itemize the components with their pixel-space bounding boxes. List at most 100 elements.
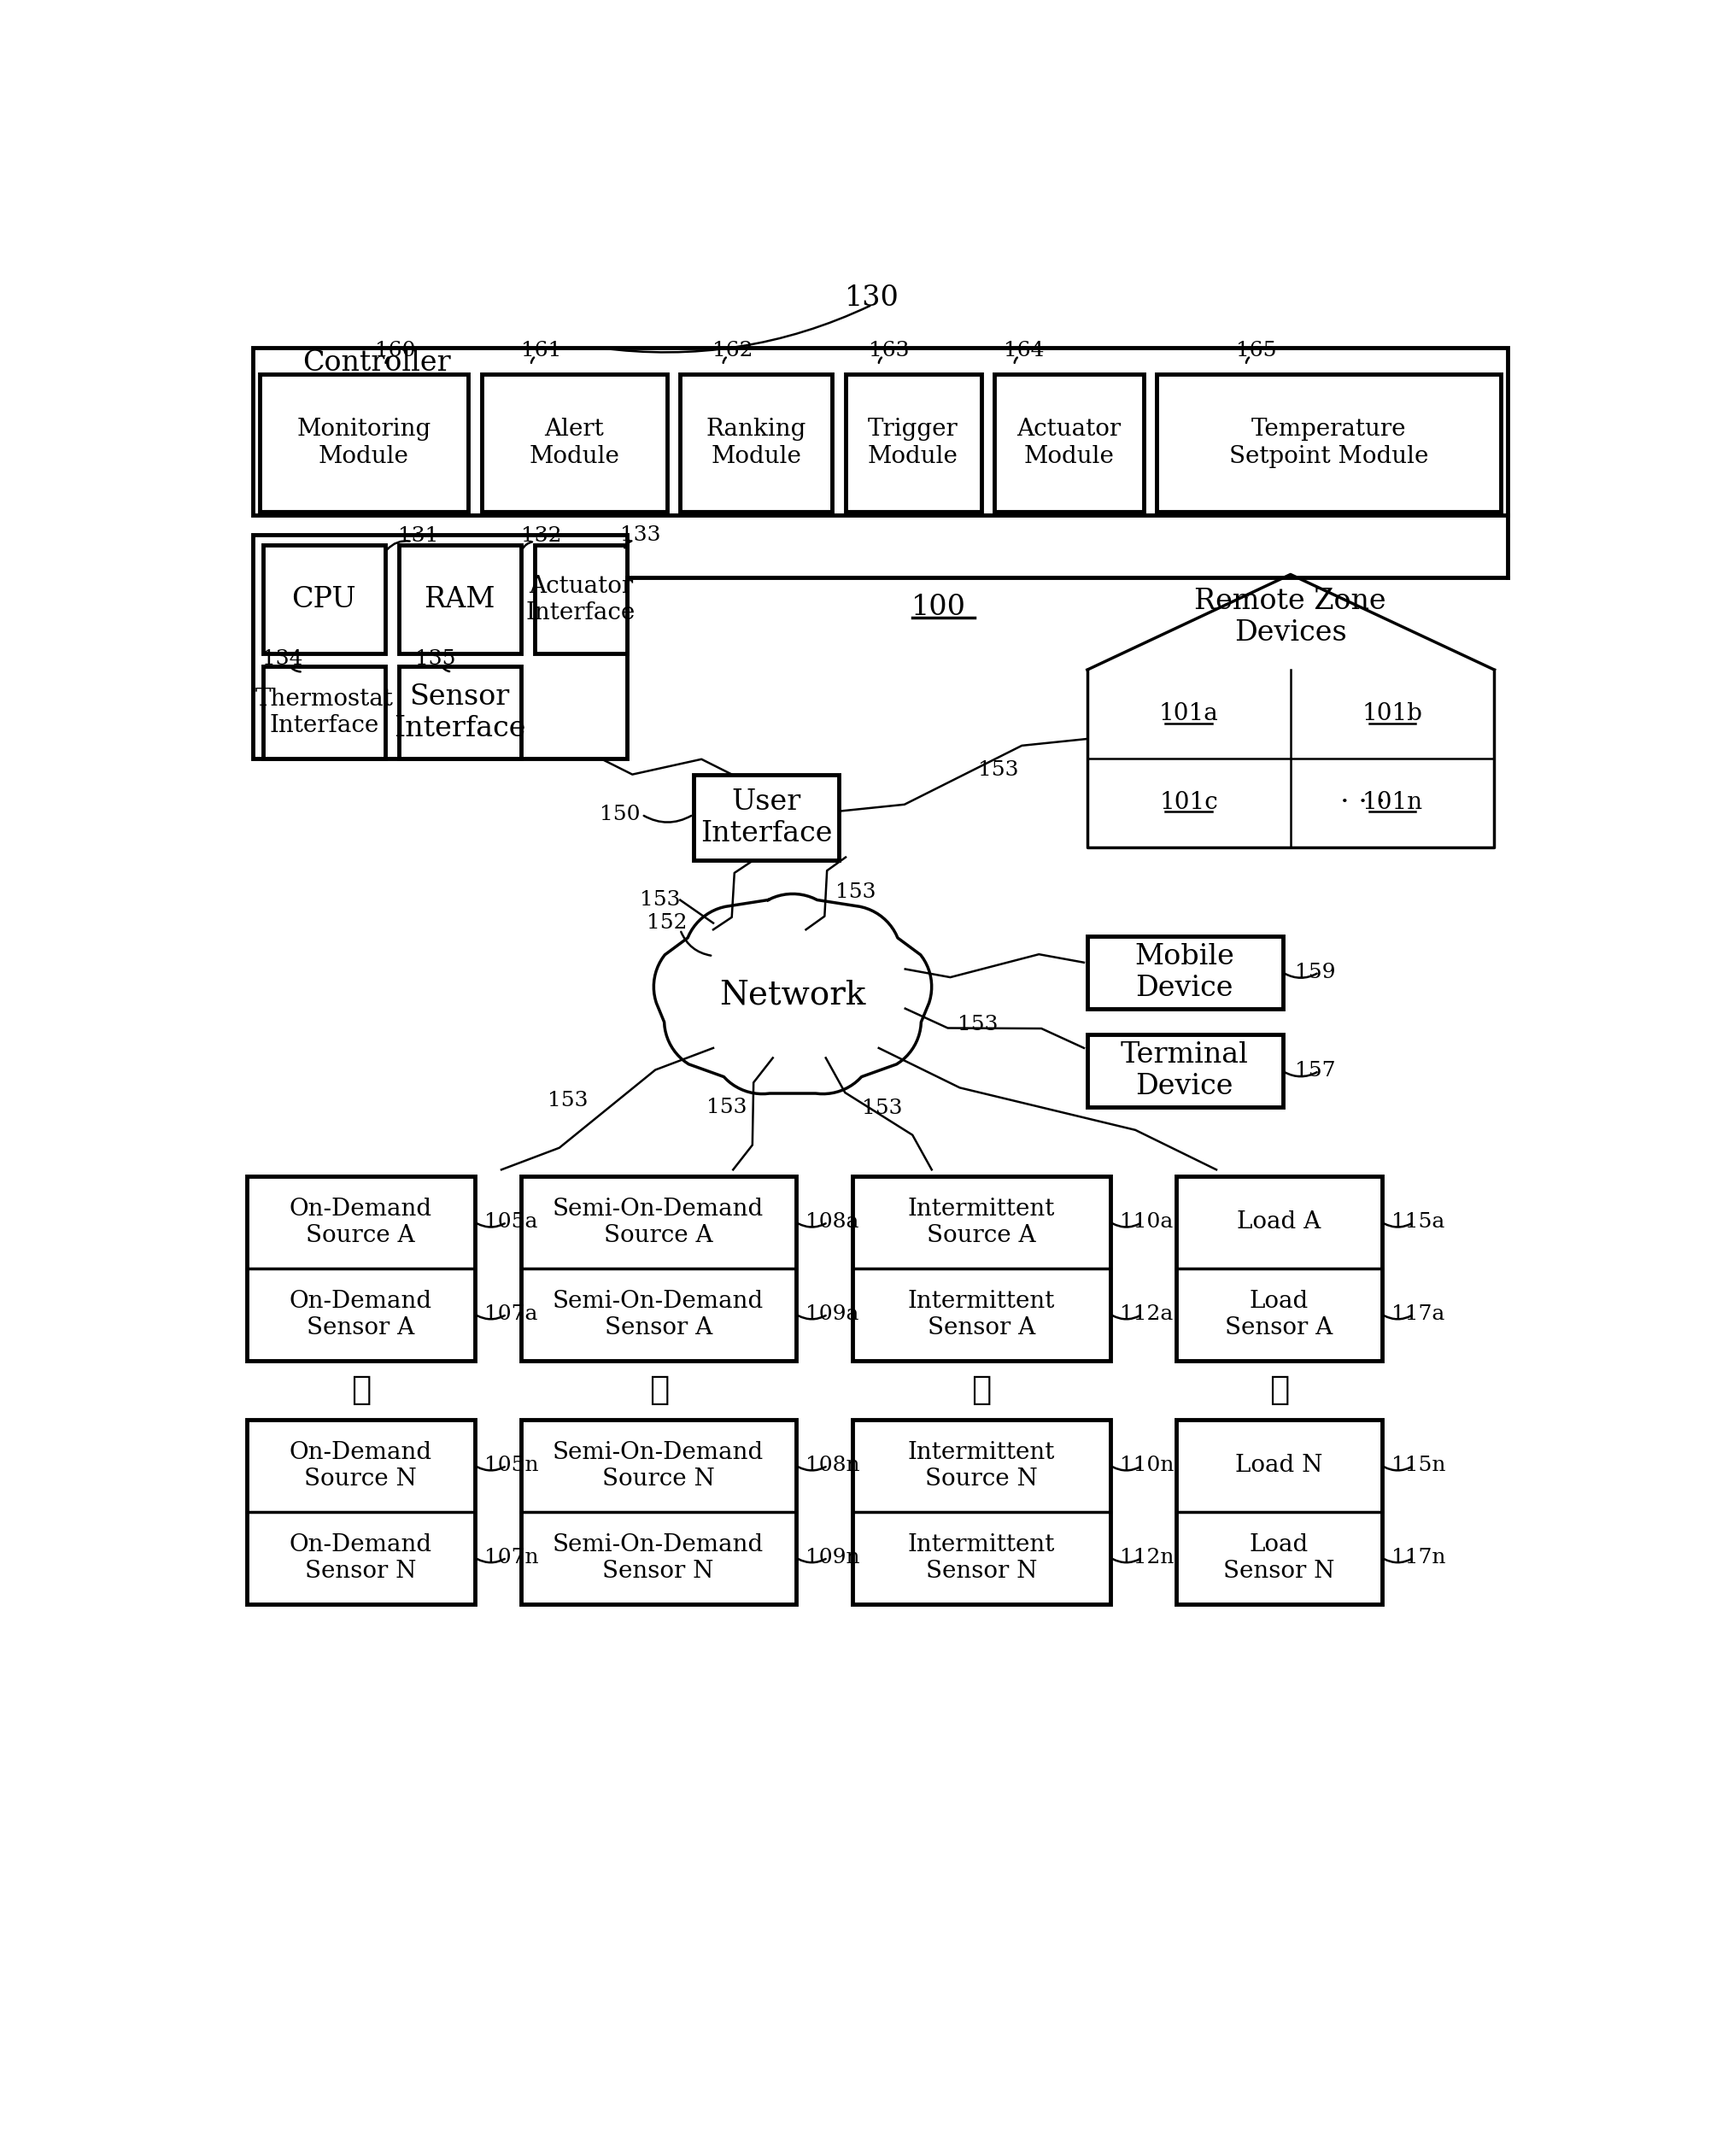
Bar [253,535,628,759]
Bar [534,545,628,653]
Text: Semi-On-Demand
Source A: Semi-On-Demand Source A [553,1197,765,1246]
Bar [264,666,385,759]
Text: CPU: CPU [291,586,355,612]
Text: 107n: 107n [484,1548,539,1567]
Text: 153: 153 [957,1015,999,1035]
Text: 108n: 108n [805,1455,860,1475]
Bar [694,774,839,860]
Text: User
Interface: User Interface [701,789,832,847]
Text: Actuator
Interface: Actuator Interface [525,573,636,625]
Text: 117n: 117n [1391,1548,1446,1567]
Text: 109a: 109a [806,1304,858,1324]
Text: Ranking
Module: Ranking Module [706,418,806,468]
Text: 159: 159 [1295,962,1335,983]
Text: Actuator
Module: Actuator Module [1016,418,1120,468]
Bar [1177,1177,1382,1360]
Text: 157: 157 [1295,1061,1335,1080]
Bar [253,347,1507,515]
Text: 153: 153 [978,761,1018,780]
Text: Load N: Load N [1235,1453,1323,1477]
Text: 153: 153 [836,882,876,901]
Text: Load
Sensor N: Load Sensor N [1224,1533,1335,1583]
Text: Intermittent
Sensor N: Intermittent Sensor N [907,1533,1054,1583]
Bar [246,1177,475,1360]
Text: 153: 153 [862,1100,902,1119]
Text: 153: 153 [640,890,680,910]
Text: ⋮: ⋮ [350,1373,371,1406]
Text: ⋮: ⋮ [1269,1373,1290,1406]
Bar [1087,936,1283,1009]
Text: 152: 152 [647,914,687,934]
Text: 105a: 105a [484,1212,538,1231]
Text: Thermostat
Interface: Thermostat Interface [255,688,394,737]
Bar [260,373,468,511]
Text: RAM: RAM [425,586,496,612]
Text: Monitoring
Module: Monitoring Module [297,418,430,468]
Text: 100: 100 [910,593,966,621]
Text: 150: 150 [600,804,640,824]
Bar [853,1177,1110,1360]
Bar [264,545,385,653]
Text: 115n: 115n [1391,1455,1446,1475]
Bar [1177,1419,1382,1604]
Bar [1087,1035,1283,1108]
Text: Intermittent
Source N: Intermittent Source N [907,1440,1054,1490]
Text: Semi-On-Demand
Sensor A: Semi-On-Demand Sensor A [553,1289,765,1339]
Bar [399,666,522,759]
Text: 163: 163 [869,341,909,360]
Bar [246,1419,475,1604]
Text: 112a: 112a [1120,1304,1174,1324]
Text: 165: 165 [1236,341,1276,360]
Text: Load
Sensor A: Load Sensor A [1226,1289,1333,1339]
Text: Remote Zone
Devices: Remote Zone Devices [1195,589,1387,647]
Text: Terminal
Device: Terminal Device [1120,1041,1248,1100]
Text: 101b: 101b [1363,703,1422,724]
Bar [853,1419,1110,1604]
Text: 131: 131 [399,526,439,545]
Text: 101a: 101a [1158,703,1219,724]
Text: 101c: 101c [1160,791,1217,815]
Text: On-Demand
Source A: On-Demand Source A [290,1197,432,1246]
Text: 153: 153 [706,1097,747,1117]
Text: 112n: 112n [1120,1548,1174,1567]
Text: 110n: 110n [1120,1455,1174,1475]
Text: Controller: Controller [303,349,451,377]
Text: On-Demand
Sensor N: On-Demand Sensor N [290,1533,432,1583]
Bar [1157,373,1502,511]
Text: Alert
Module: Alert Module [529,418,619,468]
Text: Sensor
Interface: Sensor Interface [394,683,525,742]
Text: Semi-On-Demand
Source N: Semi-On-Demand Source N [553,1440,765,1490]
Text: 107a: 107a [484,1304,538,1324]
Text: 115a: 115a [1392,1212,1444,1231]
Text: 110a: 110a [1120,1212,1174,1231]
Text: · · ·: · · · [1340,789,1385,817]
Text: 133: 133 [621,526,661,545]
Text: 108a: 108a [806,1212,858,1231]
Text: 134: 134 [262,649,303,668]
Text: Intermittent
Source A: Intermittent Source A [907,1197,1054,1246]
Text: 130: 130 [844,285,900,313]
Text: Trigger
Module: Trigger Module [869,418,959,468]
Text: Load A: Load A [1238,1212,1321,1233]
Text: 161: 161 [520,341,562,360]
Text: 101n: 101n [1363,791,1424,815]
Text: 117a: 117a [1392,1304,1444,1324]
Text: 135: 135 [414,649,456,668]
Text: 164: 164 [1004,341,1044,360]
Text: Semi-On-Demand
Sensor N: Semi-On-Demand Sensor N [553,1533,765,1583]
Text: 109n: 109n [805,1548,860,1567]
Bar [522,1419,796,1604]
Text: On-Demand
Sensor A: On-Demand Sensor A [290,1289,432,1339]
Bar [522,1177,796,1360]
Bar [399,545,522,653]
Bar [680,373,832,511]
Text: 153: 153 [548,1091,588,1110]
Bar [846,373,981,511]
Text: 105n: 105n [484,1455,539,1475]
Bar [995,373,1143,511]
Text: 132: 132 [520,526,562,545]
Text: 162: 162 [713,341,753,360]
Text: On-Demand
Source N: On-Demand Source N [290,1440,432,1490]
Text: Intermittent
Sensor A: Intermittent Sensor A [907,1289,1054,1339]
Text: 160: 160 [375,341,416,360]
